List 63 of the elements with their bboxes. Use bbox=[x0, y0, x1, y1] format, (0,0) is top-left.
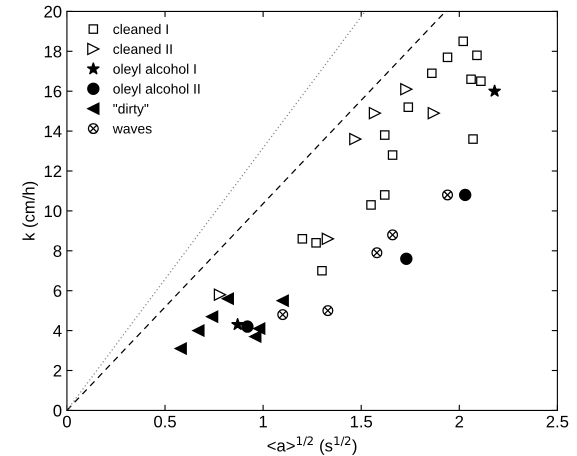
y-tick-label: 12 bbox=[44, 165, 62, 178]
point bbox=[311, 238, 321, 248]
y-tick-label: 20 bbox=[44, 6, 62, 18]
point bbox=[488, 84, 502, 97]
y-tick-label: 4 bbox=[53, 325, 62, 337]
point bbox=[458, 36, 468, 46]
y-tick-label: 14 bbox=[44, 126, 62, 138]
point bbox=[380, 190, 390, 200]
point bbox=[277, 309, 288, 320]
point bbox=[322, 305, 334, 316]
point bbox=[192, 324, 205, 337]
y-tick-label: 18 bbox=[44, 46, 62, 58]
point bbox=[206, 310, 218, 323]
point bbox=[458, 188, 472, 202]
point bbox=[427, 68, 437, 78]
x-tick-label: 2 bbox=[455, 416, 464, 428]
point bbox=[388, 150, 398, 160]
x-tick-label: 1.5 bbox=[350, 416, 372, 428]
point bbox=[253, 322, 266, 335]
y-tick-label: 8 bbox=[54, 245, 62, 258]
point bbox=[442, 52, 452, 62]
legend-label: oleyl alcohol I bbox=[113, 64, 196, 77]
point bbox=[322, 232, 334, 246]
point bbox=[442, 189, 454, 200]
x-tick-label: 0.5 bbox=[154, 416, 176, 428]
point bbox=[241, 320, 254, 333]
y-axis-title: k (cm/h) bbox=[22, 182, 38, 240]
point bbox=[317, 266, 327, 276]
point bbox=[476, 76, 486, 86]
legend-label: cleaned I bbox=[113, 24, 168, 34]
point bbox=[472, 50, 482, 60]
point bbox=[231, 318, 244, 330]
point bbox=[174, 342, 187, 355]
x-axis-title: <a>$^{1/2}$ (s$^{1/2}$) bbox=[268, 436, 356, 455]
point bbox=[428, 106, 440, 120]
y-tick-label: 16 bbox=[44, 86, 62, 98]
y-tick-label: 6 bbox=[54, 285, 62, 297]
point bbox=[387, 229, 398, 240]
legend-label: oleyl alcohol II bbox=[113, 84, 200, 97]
y-tick-label: 10 bbox=[44, 205, 62, 218]
legend-label: "dirty" bbox=[113, 103, 148, 116]
point bbox=[276, 294, 289, 307]
point bbox=[366, 200, 376, 210]
point bbox=[349, 132, 362, 146]
point bbox=[298, 234, 308, 244]
x-tick-label: 0 bbox=[62, 416, 71, 428]
point bbox=[371, 247, 382, 258]
point bbox=[468, 134, 478, 144]
point bbox=[368, 106, 382, 120]
point bbox=[222, 292, 234, 305]
point bbox=[380, 130, 390, 140]
point bbox=[249, 330, 262, 343]
x-tick-label: 2.5 bbox=[546, 416, 568, 428]
x-tick-label: 1 bbox=[260, 416, 267, 428]
point bbox=[400, 83, 413, 96]
point bbox=[214, 288, 226, 301]
legend-label: cleaned II bbox=[113, 44, 172, 54]
point bbox=[403, 102, 414, 112]
y-tick-label: 2 bbox=[54, 364, 62, 377]
y-tick-label: 0 bbox=[53, 404, 62, 417]
legend-label: waves bbox=[112, 126, 152, 134]
point bbox=[466, 74, 476, 84]
point bbox=[400, 252, 413, 265]
